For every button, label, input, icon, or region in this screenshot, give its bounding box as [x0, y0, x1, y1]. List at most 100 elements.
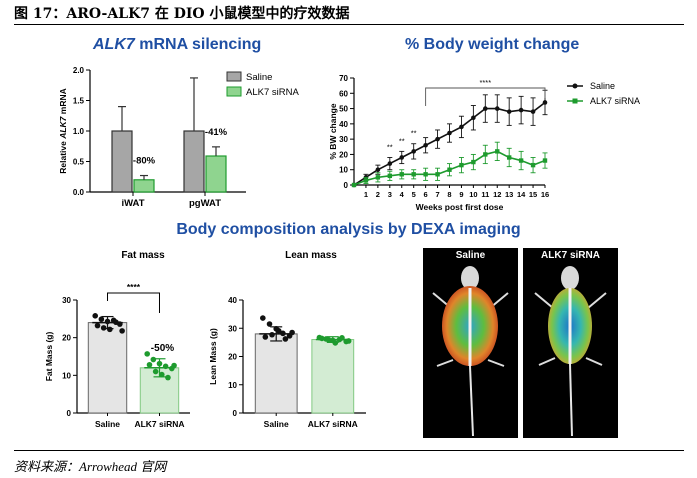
- bw-y-tick-label: 20: [339, 150, 348, 159]
- fat-chart-title: Fat mass: [121, 250, 165, 261]
- mrna-x-tick-label: pgWAT: [189, 198, 221, 209]
- fat-data-point: [107, 326, 113, 333]
- dexa-label-saline: Saline: [455, 250, 486, 261]
- bw-point: [387, 173, 393, 179]
- bw-legend-label: ALK7 siRNA: [590, 96, 640, 106]
- bw-legend-marker: [572, 83, 578, 89]
- fat-data-point: [171, 362, 177, 369]
- bw-point: [506, 155, 512, 160]
- mrna-legend-swatch: [226, 86, 242, 97]
- bw-x-tick-label: 2: [376, 190, 380, 199]
- bw-point: [423, 172, 428, 177]
- lean-data-point: [332, 340, 339, 346]
- lean-y-tick-label: 30: [228, 324, 237, 333]
- bw-point: [375, 175, 381, 180]
- bw-point: [435, 136, 440, 142]
- bw-x-tick-label: 4: [400, 190, 405, 199]
- bw-x-tick-label: 12: [493, 190, 501, 199]
- lean-data-point: [260, 315, 266, 321]
- composition-title: Body composition analysis by DEXA imagin…: [176, 221, 521, 238]
- mouse-scan-icon: [534, 266, 607, 437]
- bw-legend-marker: [572, 98, 578, 104]
- fat-data-point: [146, 361, 153, 368]
- bw-significance-label: **: [387, 142, 393, 151]
- bw-significance-bracket: [425, 87, 546, 106]
- fat-significance-label: ****: [127, 282, 141, 292]
- lean-y-tick-label: 40: [228, 296, 237, 305]
- bw-point: [471, 115, 476, 121]
- bw-y-axis-label: % BW change: [328, 103, 338, 159]
- bw-point: [459, 124, 464, 130]
- mrna-legend-label: Saline: [246, 72, 272, 83]
- fat-data-point: [162, 363, 169, 370]
- lean-data-point: [269, 331, 275, 338]
- bw-point: [411, 172, 416, 177]
- bw-point: [483, 152, 488, 157]
- fat-x-tick-label: Saline: [95, 419, 120, 429]
- bw-y-tick-label: 40: [339, 120, 348, 129]
- fat-data-point: [113, 319, 119, 326]
- mrna-y-tick-label: 2.0: [73, 66, 85, 75]
- bw-x-tick-label: 15: [529, 190, 537, 199]
- mrna-annotation: -80%: [133, 156, 156, 167]
- bw-chart-title: % Body weight change: [405, 36, 580, 53]
- bw-point: [435, 172, 440, 177]
- mrna-bar: [133, 179, 155, 193]
- bw-x-tick-label: 10: [469, 190, 477, 199]
- lean-data-point: [275, 327, 282, 334]
- fat-y-tick-label: 10: [62, 371, 71, 380]
- fat-x-tick-label: ALK7 siRNA: [134, 419, 184, 429]
- mrna-y-axis-label: Relative ALK7 mRNA: [58, 88, 68, 174]
- fat-y-axis-label: Fat Mass (g): [44, 332, 54, 382]
- bw-point: [351, 182, 357, 188]
- bw-legend-label: Saline: [590, 81, 615, 91]
- fat-data-point: [158, 371, 165, 378]
- lean-chart-title: Lean mass: [285, 250, 337, 261]
- top-rule: [14, 24, 684, 25]
- bw-point: [471, 159, 476, 165]
- bw-x-tick-label: 5: [412, 190, 416, 199]
- lean-data-point: [319, 335, 325, 342]
- lean-data-point: [282, 336, 289, 342]
- mrna-chart-title: ALK7 mRNA silencing: [93, 36, 262, 53]
- mrna-bar: [183, 130, 205, 193]
- lean-data-point: [289, 329, 295, 336]
- fat-data-point: [152, 368, 159, 375]
- mrna-y-tick-label: 0.0: [73, 188, 85, 197]
- bw-point: [518, 158, 524, 163]
- lean-x-tick-label: ALK7 siRNA: [308, 419, 358, 429]
- fat-data-point: [150, 356, 157, 363]
- dexa-image-saline: Saline: [423, 248, 518, 438]
- lean-bar: [254, 333, 298, 414]
- fat-reduction-label: -50%: [151, 343, 174, 354]
- bw-x-tick-label: 8: [447, 190, 451, 199]
- bottom-rule: [14, 450, 684, 451]
- lean-y-tick-label: 0: [233, 409, 238, 418]
- mrna-y-tick-label: 0.5: [73, 158, 85, 167]
- mrna-bar: [205, 155, 227, 193]
- bw-x-tick-label: 3: [388, 190, 392, 199]
- bw-y-tick-label: 50: [339, 105, 348, 114]
- fat-data-point: [104, 318, 111, 325]
- lean-data-point: [266, 321, 273, 327]
- bw-point: [530, 162, 536, 168]
- bw-point: [363, 178, 369, 183]
- mrna-y-tick-label: 1.5: [73, 97, 85, 106]
- fat-data-point: [98, 316, 105, 323]
- bw-point: [423, 142, 428, 148]
- bw-point: [542, 100, 548, 105]
- bw-significance-label: **: [411, 129, 417, 138]
- fat-data-point: [100, 325, 107, 331]
- bw-significance-label: ****: [479, 78, 491, 87]
- mrna-legend-label: ALK7 siRNA: [246, 87, 299, 98]
- bw-point: [447, 167, 452, 172]
- bw-x-tick-label: 16: [541, 190, 549, 199]
- lean-data-point: [280, 330, 286, 337]
- bw-x-tick-label: 14: [517, 190, 526, 199]
- bw-point: [411, 149, 416, 154]
- fat-y-tick-label: 20: [62, 334, 71, 343]
- bw-x-tick-label: 9: [459, 190, 463, 199]
- lean-y-axis-label: Lean Mass (g): [208, 328, 218, 385]
- bw-point: [447, 130, 452, 136]
